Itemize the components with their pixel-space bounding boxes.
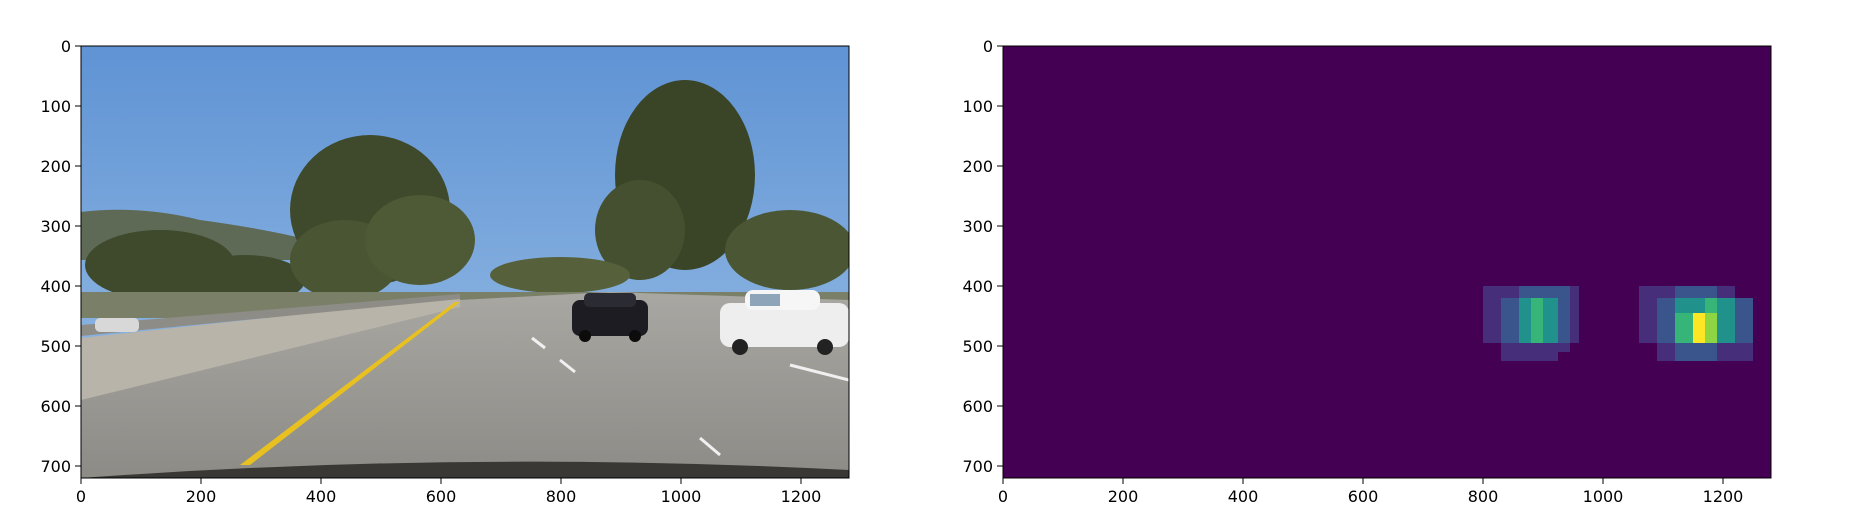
white-car [720, 290, 849, 355]
heatmap-cell [1519, 286, 1531, 298]
heatmap-cell [1519, 343, 1531, 361]
left-x-tick-label: 0 [76, 487, 86, 506]
heatmap-cell [1675, 313, 1693, 343]
right-axis-ticks: 0 200 400 600 800 1000 1200 0 100 200 300 400 500 600… [962, 37, 1743, 506]
heatmap-cell [1675, 286, 1693, 298]
heatmap-cell [1735, 298, 1753, 343]
heatmap-cell [1717, 286, 1735, 298]
road-image [81, 46, 849, 478]
heatmap-cell [1570, 286, 1579, 343]
right-y-tick-label: 700 [962, 457, 993, 476]
right-x-tick-label: 800 [1468, 487, 1499, 506]
right-x-tick-label: 0 [998, 487, 1008, 506]
left-x-tick-label: 1000 [661, 487, 702, 506]
left-x-tick-label: 200 [186, 487, 217, 506]
left-y-tick-label: 600 [40, 397, 71, 416]
left-axes-frame [80, 45, 850, 479]
barrier-rail [81, 294, 460, 336]
trees-left [85, 135, 475, 305]
left-y-tick-label: 700 [40, 457, 71, 476]
right-y-tick-label: 300 [962, 217, 993, 236]
right-y-tick-label: 100 [962, 97, 993, 116]
left-y-tick-label: 200 [40, 157, 71, 176]
right-y-tick-label: 200 [962, 157, 993, 176]
heatmap-cell [1639, 286, 1657, 343]
heatmap-cell [1693, 313, 1705, 343]
heatmap-cell [1657, 298, 1675, 343]
left-y-tick-label: 100 [40, 97, 71, 116]
heatmap-cell [1501, 343, 1519, 361]
heatmap-background [1003, 46, 1771, 478]
black-car [572, 293, 648, 342]
heatmap-panel: 0 200 400 600 800 1000 1200 0 100 200 300 400 500 600… [962, 37, 1772, 506]
heatmap-cell [1543, 286, 1558, 298]
heatmap-cell [1558, 286, 1570, 343]
heatmap-cell [1501, 286, 1519, 298]
car-hood [81, 461, 849, 478]
heatmap-cell [1717, 298, 1735, 343]
heatmap-cell [1693, 286, 1705, 298]
left-x-tick-label: 600 [426, 487, 457, 506]
heatmap-cell [1657, 343, 1675, 361]
heatmap-cell [1531, 343, 1543, 361]
heatmap-cell [1558, 343, 1570, 352]
right-axes-frame [1002, 45, 1772, 479]
heatmap-cell [1675, 343, 1693, 361]
trees-right [490, 80, 849, 293]
heatmap-cell [1519, 298, 1531, 343]
heatmap-cell [1693, 343, 1705, 361]
right-y-tick-label: 0 [983, 37, 993, 56]
right-x-tick-label: 1000 [1583, 487, 1624, 506]
left-y-tick-label: 300 [40, 217, 71, 236]
heatmap-cell [1675, 298, 1693, 313]
heatmap-cell [1543, 298, 1558, 343]
heatmap-cell [1705, 343, 1717, 361]
heatmap-cell [1543, 343, 1558, 361]
heatmap-cell [1501, 298, 1519, 343]
heatmap-cell [1705, 298, 1717, 313]
right-x-tick-label: 200 [1108, 487, 1139, 506]
left-x-tick-label: 800 [546, 487, 577, 506]
heatmap-cell [1717, 343, 1735, 361]
barrier [81, 297, 460, 400]
left-axis-ticks: 0 200 400 600 800 1000 1200 0 100 200 300 400 500 600… [40, 37, 821, 506]
heatmap-cell [1735, 343, 1753, 361]
heatmap-cell [1705, 286, 1717, 298]
right-y-tick-label: 500 [962, 337, 993, 356]
distant-car [95, 318, 139, 332]
heatmap-cell [1693, 298, 1705, 313]
heatmap-cell [1705, 313, 1717, 343]
right-x-tick-label: 600 [1348, 487, 1379, 506]
heatmap-cells [1483, 286, 1753, 361]
left-y-tick-label: 500 [40, 337, 71, 356]
left-y-tick-label: 0 [61, 37, 71, 56]
lane-dashes [531, 336, 849, 457]
left-x-tick-label: 400 [306, 487, 337, 506]
heatmap-cell [1531, 286, 1543, 298]
lane-line [240, 302, 460, 465]
heatmap-cell [1483, 286, 1501, 343]
right-y-tick-label: 600 [962, 397, 993, 416]
left-y-tick-label: 400 [40, 277, 71, 296]
road-image-panel: 0 200 400 600 800 1000 1200 0 100 200 300 400 500 600… [40, 37, 850, 506]
heatmap-cell [1531, 298, 1543, 343]
right-x-tick-label: 1200 [1703, 487, 1744, 506]
left-x-tick-label: 1200 [781, 487, 822, 506]
heatmap-cell [1657, 286, 1675, 298]
right-x-tick-label: 400 [1228, 487, 1259, 506]
right-y-tick-label: 400 [962, 277, 993, 296]
